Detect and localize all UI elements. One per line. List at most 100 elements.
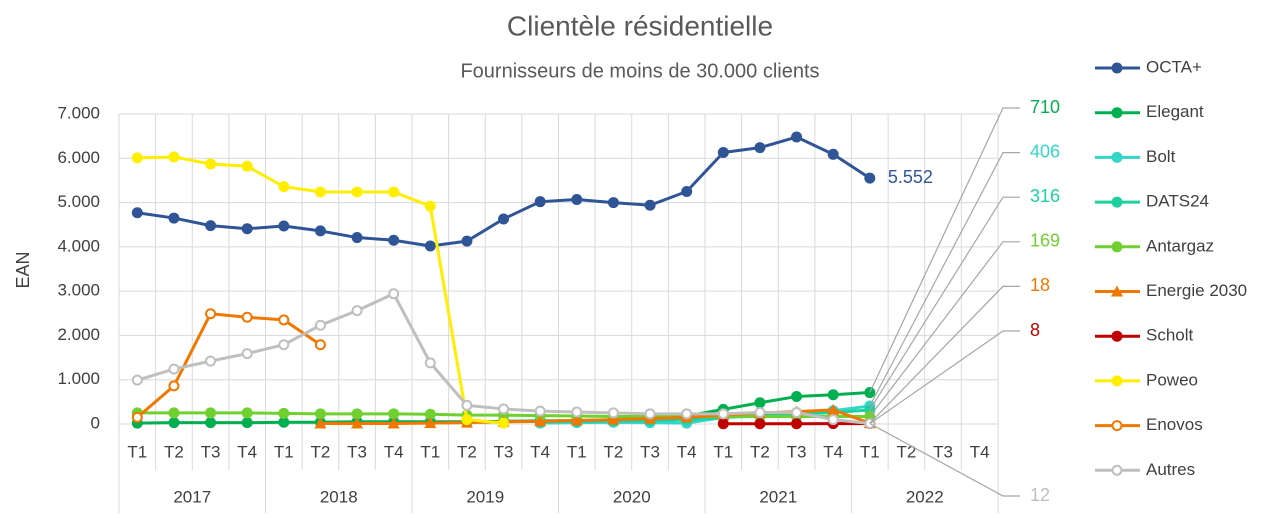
data-point — [791, 391, 802, 402]
data-point — [828, 149, 839, 160]
data-point — [132, 207, 143, 218]
data-point — [609, 408, 618, 417]
data-label: 710 — [1030, 97, 1060, 117]
legend-label: OCTA+ — [1146, 57, 1202, 76]
legend-marker — [1113, 466, 1122, 475]
year-label: 2019 — [466, 487, 504, 506]
x-tick-label: T4 — [823, 442, 843, 461]
data-point — [132, 152, 143, 163]
data-point — [864, 173, 875, 184]
legend-marker — [1113, 421, 1122, 430]
x-tick-label: T3 — [494, 442, 514, 461]
data-point — [133, 413, 142, 422]
x-tick-label: T3 — [640, 442, 660, 461]
data-point — [278, 221, 289, 232]
chart-subtitle: Fournisseurs de moins de 30.000 clients — [460, 60, 819, 82]
data-point — [242, 417, 253, 428]
data-point — [169, 381, 178, 390]
data-point — [279, 315, 288, 324]
y-tick-label: 1.000 — [57, 369, 100, 388]
data-point — [425, 201, 436, 212]
data-point — [498, 213, 509, 224]
leader-line — [870, 108, 1020, 393]
x-tick-label: T2 — [164, 442, 184, 461]
data-point — [168, 417, 179, 428]
data-point — [828, 389, 839, 400]
data-point — [608, 197, 619, 208]
x-tick-label: T2 — [604, 442, 624, 461]
data-point — [205, 220, 216, 231]
y-tick-label: 7.000 — [57, 103, 100, 122]
data-point — [462, 401, 471, 410]
data-point — [461, 236, 472, 247]
data-point — [755, 408, 764, 417]
x-tick-label: T2 — [897, 442, 917, 461]
x-tick-label: T4 — [237, 442, 257, 461]
data-point — [168, 407, 179, 418]
data-point — [206, 309, 215, 318]
leader-line — [870, 242, 1020, 417]
data-label: 5.552 — [888, 167, 933, 187]
legend-marker — [1112, 197, 1123, 208]
data-point — [681, 186, 692, 197]
data-point — [205, 417, 216, 428]
data-point — [718, 418, 729, 429]
legend-marker — [1112, 241, 1123, 252]
x-tick-label: T1 — [860, 442, 880, 461]
data-point — [791, 418, 802, 429]
data-point — [316, 321, 325, 330]
data-label: 406 — [1030, 141, 1060, 161]
legend-label: Poweo — [1146, 370, 1198, 389]
data-point — [243, 349, 252, 358]
data-point — [792, 408, 801, 417]
y-tick-label: 2.000 — [57, 325, 100, 344]
year-label: 2020 — [613, 487, 651, 506]
x-tick-label: T1 — [127, 442, 147, 461]
data-point — [169, 365, 178, 374]
data-point — [168, 213, 179, 224]
data-point — [754, 418, 765, 429]
data-point — [316, 340, 325, 349]
x-tick-label: T3 — [347, 442, 367, 461]
x-tick-label: T1 — [713, 442, 733, 461]
data-point — [388, 186, 399, 197]
x-tick-label: T3 — [787, 442, 807, 461]
data-point — [754, 397, 765, 408]
y-tick-label: 0 — [91, 413, 100, 432]
legend-label: Energie 2030 — [1146, 281, 1247, 300]
data-label: 18 — [1030, 275, 1050, 295]
data-point — [645, 200, 656, 211]
x-tick-label: T2 — [457, 442, 477, 461]
x-tick-label: T1 — [274, 442, 294, 461]
leader-line — [870, 286, 1020, 423]
legend-marker — [1112, 63, 1123, 74]
data-point — [205, 407, 216, 418]
data-point — [242, 223, 253, 234]
data-point — [829, 415, 838, 424]
data-point — [353, 306, 362, 315]
data-point — [572, 408, 581, 417]
x-tick-label: T3 — [933, 442, 953, 461]
data-point — [425, 240, 436, 251]
legend-label: Scholt — [1146, 326, 1194, 345]
legend-marker — [1112, 375, 1123, 386]
data-point — [571, 194, 582, 205]
data-point — [242, 407, 253, 418]
data-point — [315, 186, 326, 197]
data-point — [718, 147, 729, 158]
data-label: 316 — [1030, 186, 1060, 206]
leader-line — [870, 153, 1020, 406]
x-tick-label: T4 — [677, 442, 697, 461]
data-point — [536, 407, 545, 416]
data-point — [461, 414, 472, 425]
legend-marker — [1112, 331, 1123, 342]
x-tick-label: T1 — [420, 442, 440, 461]
data-point — [682, 409, 691, 418]
data-point — [426, 358, 435, 367]
x-tick-label: T2 — [750, 442, 770, 461]
y-axis-label: EAN — [13, 251, 33, 288]
data-label: 12 — [1030, 485, 1050, 505]
year-label: 2022 — [906, 487, 944, 506]
data-point — [791, 132, 802, 143]
